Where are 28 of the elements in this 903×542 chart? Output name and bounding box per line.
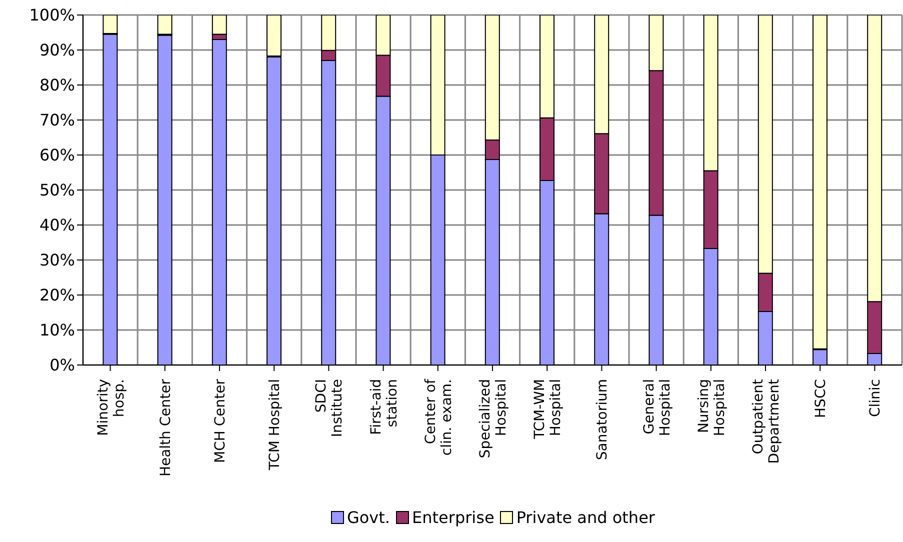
y-tick-label: 90% [39, 40, 75, 60]
x-tick-label: TCM Hospital [267, 379, 284, 472]
x-tick-label: TCM-WM Hospital [532, 379, 564, 440]
x-tick-label: MCH Center [212, 378, 228, 463]
y-tick-label: 70% [39, 110, 75, 130]
y-tick-label: 80% [39, 76, 75, 95]
x-tick-label: Clinic [868, 379, 884, 418]
y-tick-label: 0% [50, 356, 75, 375]
y-tick-label: 40% [39, 216, 75, 235]
y-tick-label: 60% [39, 146, 75, 165]
y-tick-label: 10% [39, 320, 75, 340]
legend-label: Govt. [346, 508, 390, 527]
legend-label: Enterprise [412, 508, 494, 527]
x-tick-label: General Hospital [641, 379, 674, 436]
y-tick-label: 20% [39, 286, 75, 305]
x-tick-label: Health Center [158, 378, 174, 477]
x-tick-label: SDCI Institute [314, 379, 346, 438]
x-tick-label: Center of clin. exam. [422, 378, 455, 456]
x-tick-label: Outpatient Department [750, 378, 782, 464]
legend-label: Private and other [516, 508, 655, 527]
x-tick-label: Nursing Hospital [696, 379, 728, 436]
x-tick-label: First-aid station [368, 379, 400, 435]
y-tick-label: 100% [29, 6, 75, 25]
y-tick-label: 30% [39, 250, 75, 270]
x-tick-label: Sanatorium [594, 379, 611, 460]
x-tick-label: Minority hosp. [95, 379, 128, 436]
x-tick-label: HSCC [813, 378, 830, 418]
y-tick-label: 50% [39, 180, 75, 200]
